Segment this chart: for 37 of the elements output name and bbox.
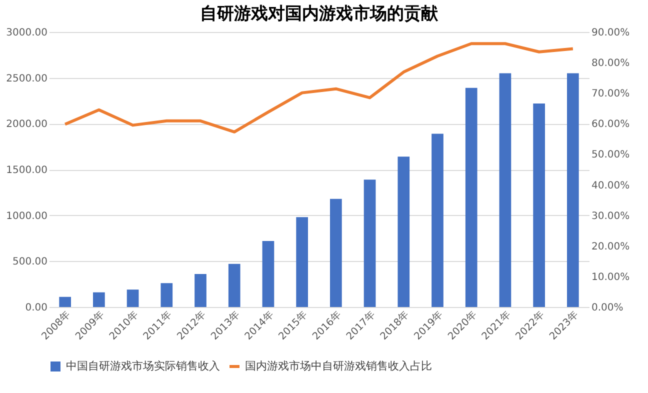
y2-tick-label: 90.00% [592,28,630,38]
y2-tick-label: 20.00% [592,241,630,252]
line-series [64,42,574,134]
y-tick-label: 2500.00 [6,73,48,84]
bar [398,156,410,307]
y2-tick-label: 10.00% [592,272,630,283]
y-tick-label: 0.00 [25,302,48,314]
y-tick-label: 2000.00 [6,119,48,130]
y2-tick-label: 70.00% [592,88,630,100]
y2-tick-label: 40.00% [592,180,630,192]
bar [364,180,376,307]
bar [330,198,342,307]
bar [566,73,579,307]
y-tick-label: 1000.00 [6,210,48,222]
bar [126,290,139,307]
bar [59,296,72,307]
legend-label: 中国自研游戏市场实际销售收入 [66,360,220,372]
y2-tick-label: 0.00% [592,302,624,314]
y2-tick-label: 30.00% [592,210,630,222]
bar [296,217,308,307]
bar [160,283,173,307]
y2-tick-label: 50.00% [592,150,630,161]
y2-tick-label: 80.00% [592,58,630,70]
bar [533,104,545,307]
chart-title: 自研游戏对国内游戏市场的贡献 [200,4,439,24]
y-tick-label: 1500.00 [6,165,48,176]
bar [465,88,478,307]
bar [194,274,206,307]
bar [432,134,444,307]
y-tick-label: 3000.00 [6,28,48,38]
bar [93,292,105,307]
y2-tick-label: 60.00% [592,119,630,130]
bar [262,241,274,307]
legend-label: 国内游戏市场中自研游戏销售收入占比 [245,360,432,372]
bar [499,73,512,307]
y-tick-label: 500.00 [12,256,48,268]
bar [228,264,240,307]
